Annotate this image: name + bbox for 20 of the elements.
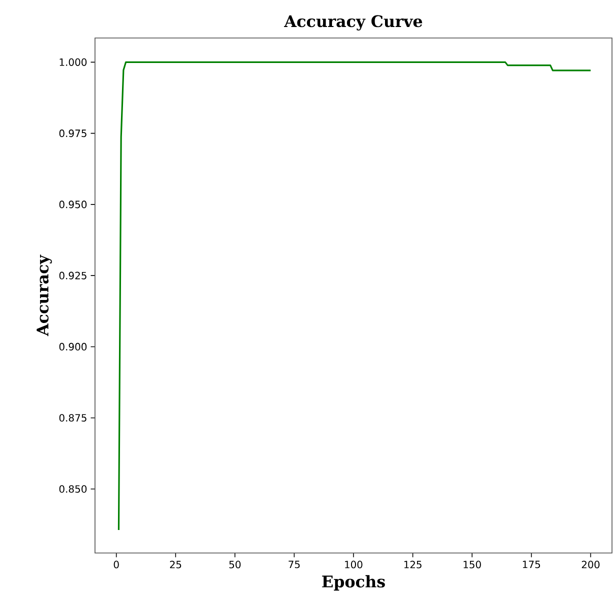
x-tick-label: 125: [404, 560, 422, 568]
x-tick-label: 200: [582, 560, 600, 568]
chart-title: Accuracy Curve: [284, 15, 422, 30]
y-tick-label: 0.900: [59, 342, 87, 350]
x-tick-label: 175: [522, 560, 540, 568]
line-series: [118, 61, 592, 531]
x-tick-label: 100: [345, 560, 362, 568]
y-axis-title: Accuracy: [36, 254, 52, 336]
x-tick-label: 75: [288, 560, 300, 568]
x-tick-label: 0: [114, 560, 119, 568]
x-tick-label: 50: [229, 560, 241, 568]
x-tick-label: 25: [170, 560, 182, 568]
y-tick-label: 0.975: [59, 130, 86, 138]
x-tick-label: 150: [464, 560, 481, 568]
y-tick-label: 1.000: [60, 58, 87, 66]
y-tick-label: 0.850: [59, 485, 87, 493]
y-tick-label: 0.875: [59, 414, 86, 422]
y-tick-label: 0.925: [59, 272, 86, 280]
y-tick-label: 0.950: [59, 200, 87, 208]
x-axis-title: Epochs: [322, 575, 385, 591]
